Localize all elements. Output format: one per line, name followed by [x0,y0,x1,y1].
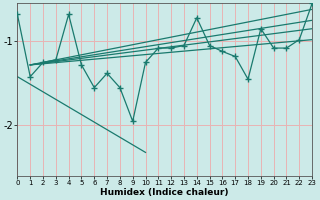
X-axis label: Humidex (Indice chaleur): Humidex (Indice chaleur) [100,188,229,197]
